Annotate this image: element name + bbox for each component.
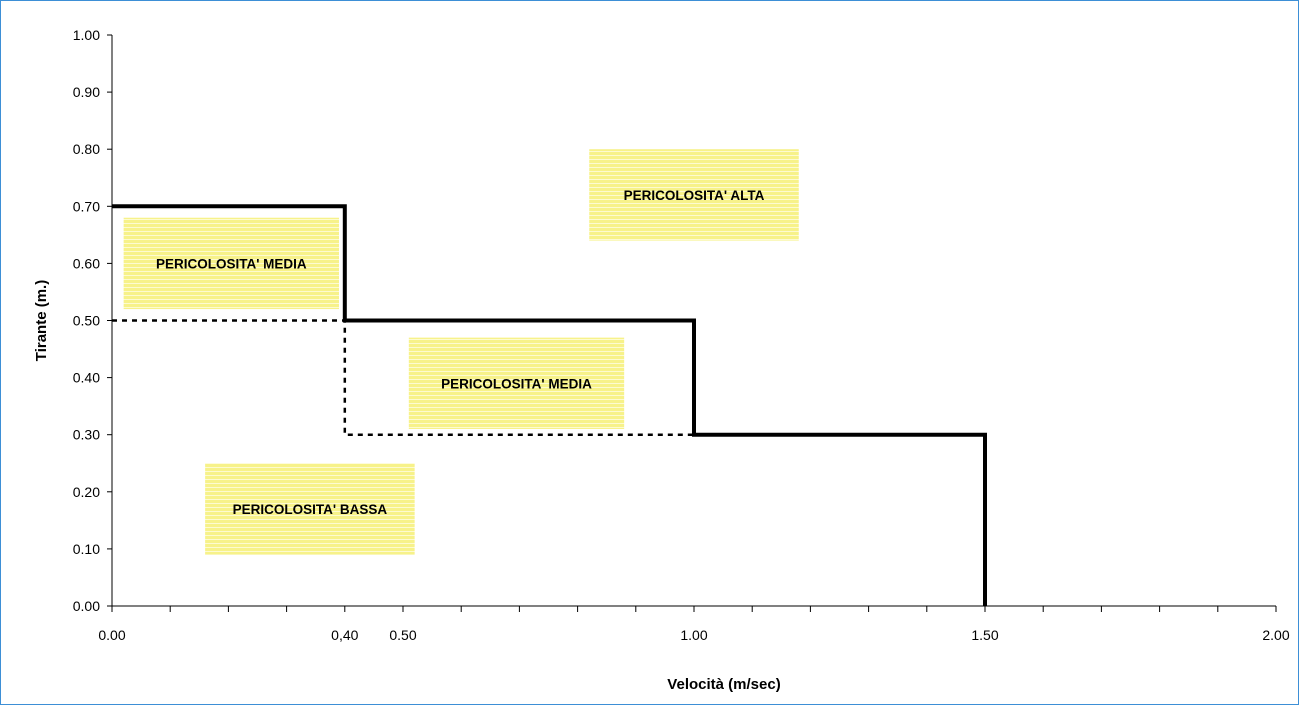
zone-box — [205, 463, 415, 555]
y-tick-label: 0.50 — [73, 313, 100, 329]
y-tick-label: 0.70 — [73, 198, 100, 214]
y-tick-label: 0.60 — [73, 255, 100, 271]
zone-label: PERICOLOSITA' MEDIA — [441, 376, 592, 391]
y-tick-label: 0.90 — [73, 84, 100, 100]
zone-label: PERICOLOSITA' BASSA — [233, 502, 388, 517]
x-tick-label: 0,40 — [331, 627, 358, 643]
x-tick-label: 0.50 — [389, 627, 416, 643]
series-layer — [112, 204, 987, 606]
zone-label: PERICOLOSITA' MEDIA — [156, 256, 307, 271]
y-tick-label: 0.80 — [73, 141, 100, 157]
y-tick-label: 0.40 — [73, 370, 100, 386]
dashed-boundary-line — [112, 319, 694, 436]
zone-box — [408, 337, 625, 429]
y-tick-label: 0.10 — [73, 541, 100, 557]
zone-annotation: PERICOLOSITA' ALTA — [589, 149, 799, 241]
annotations-layer: PERICOLOSITA' ALTA PERICOLOSITA' MEDIA PER… — [123, 149, 799, 555]
y-tick-label: 0.20 — [73, 484, 100, 500]
y-tick-label: 0.00 — [73, 598, 100, 614]
x-tick-label: 0.00 — [98, 627, 125, 643]
y-tick-label: 0.30 — [73, 427, 100, 443]
x-axis-title: Velocità (m/sec) — [667, 676, 780, 693]
zone-annotation: PERICOLOSITA' MEDIA — [123, 217, 339, 310]
zone-box — [589, 149, 799, 241]
x-tick-label: 1.50 — [971, 627, 998, 643]
zone-annotation: PERICOLOSITA' MEDIA — [408, 337, 625, 429]
zone-annotation: PERICOLOSITA' BASSA — [205, 463, 415, 555]
zone-label: PERICOLOSITA' ALTA — [624, 188, 765, 203]
solid-boundary-line — [112, 204, 987, 606]
y-axis-title: Tirante (m.) — [33, 280, 50, 361]
x-tick-label: 1.00 — [680, 627, 707, 643]
y-tick-label: 1.00 — [73, 27, 100, 43]
x-tick-label: 2.00 — [1262, 627, 1289, 643]
zone-box — [123, 217, 339, 310]
